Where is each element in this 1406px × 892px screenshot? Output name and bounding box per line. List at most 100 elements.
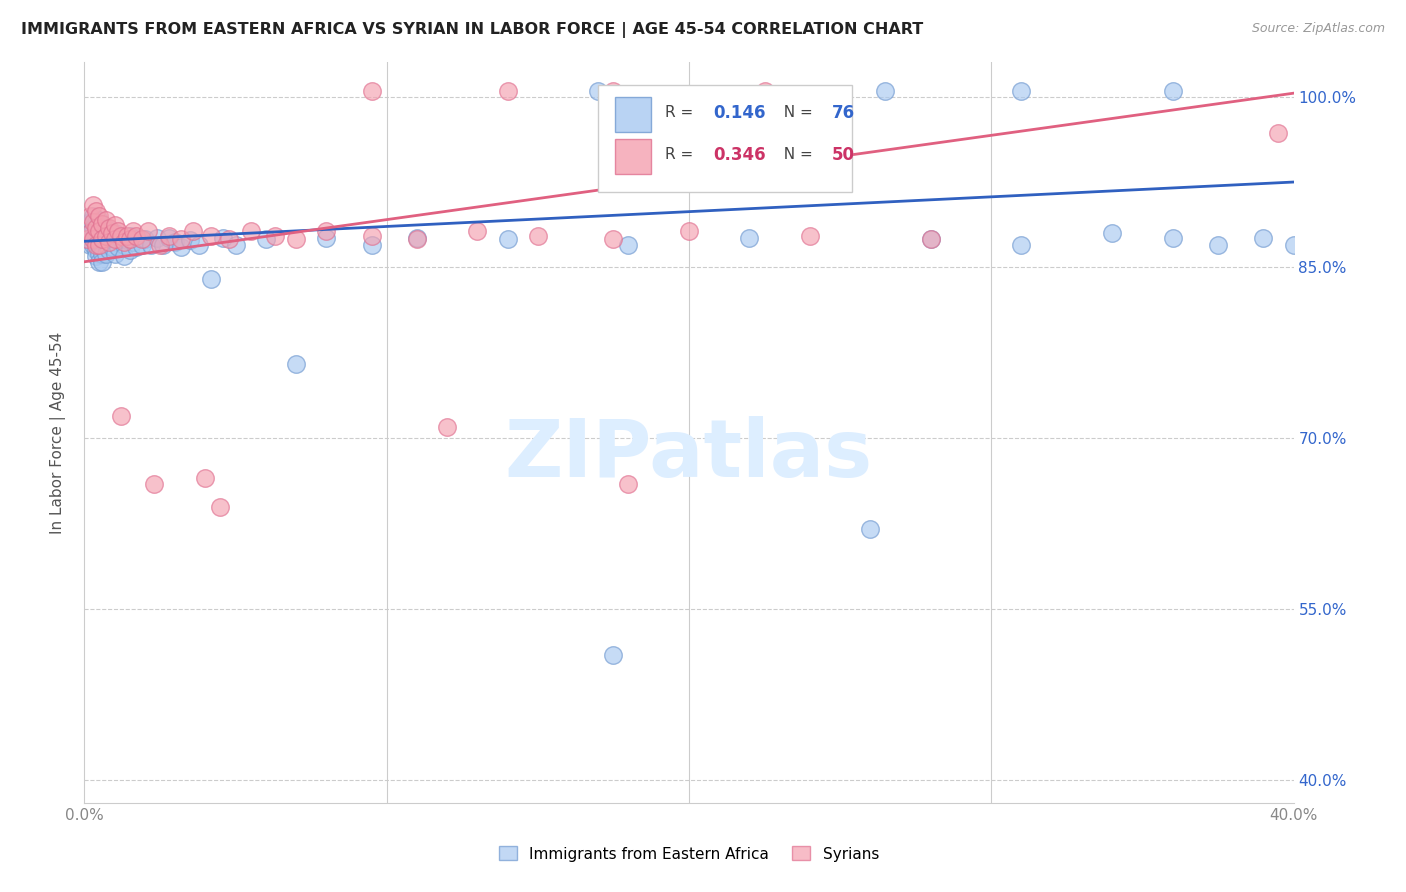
Point: [1101, 227, 1123, 241]
Point: [86, 237, 108, 252]
Point: [89, 224, 111, 238]
Point: [91, 217, 114, 231]
Point: [315, 231, 337, 245]
Point: [79, 215, 101, 229]
Point: [121, 224, 143, 238]
Point: [94, 228, 117, 243]
Point: [89, 212, 111, 227]
Point: [100, 228, 122, 243]
FancyBboxPatch shape: [616, 139, 651, 174]
Point: [118, 228, 141, 243]
Point: [157, 231, 180, 245]
Point: [754, 84, 776, 98]
Point: [89, 237, 111, 252]
Point: [76, 232, 98, 246]
Text: 0.346: 0.346: [713, 146, 766, 164]
Point: [360, 84, 382, 98]
Point: [738, 231, 761, 245]
Point: [91, 247, 114, 261]
Point: [91, 227, 114, 241]
Point: [89, 237, 111, 252]
Text: 76: 76: [831, 103, 855, 122]
Point: [97, 244, 120, 258]
Point: [112, 249, 135, 263]
Point: [181, 224, 204, 238]
Point: [94, 212, 117, 227]
Point: [170, 240, 193, 254]
Point: [285, 357, 308, 371]
Point: [188, 237, 211, 252]
Point: [82, 209, 104, 223]
Point: [94, 220, 117, 235]
Point: [496, 232, 519, 246]
Point: [139, 237, 162, 252]
Point: [82, 220, 104, 235]
Point: [86, 244, 108, 258]
Point: [89, 209, 111, 223]
Point: [254, 232, 277, 246]
Point: [149, 237, 172, 252]
Point: [1206, 237, 1229, 252]
Text: 0.146: 0.146: [713, 103, 766, 122]
Point: [86, 203, 108, 218]
Text: ZIPatlas: ZIPatlas: [505, 416, 873, 494]
Point: [920, 232, 942, 246]
FancyBboxPatch shape: [599, 85, 852, 192]
Point: [82, 232, 104, 246]
Point: [602, 232, 624, 246]
Point: [209, 500, 232, 514]
Point: [125, 228, 148, 243]
Point: [94, 228, 117, 243]
Point: [131, 237, 153, 252]
Point: [86, 220, 108, 235]
Point: [212, 231, 235, 245]
Point: [91, 232, 114, 246]
Point: [107, 224, 129, 238]
Text: R =: R =: [665, 147, 697, 162]
Text: N =: N =: [773, 105, 817, 120]
Point: [82, 198, 104, 212]
Point: [104, 232, 127, 246]
Point: [79, 227, 101, 241]
Point: [602, 648, 624, 662]
Point: [82, 215, 104, 229]
Point: [118, 232, 141, 246]
Point: [1253, 231, 1275, 245]
Point: [97, 235, 120, 250]
Point: [179, 233, 201, 247]
Point: [602, 84, 624, 98]
Point: [89, 254, 111, 268]
Point: [107, 231, 129, 245]
Point: [799, 228, 821, 243]
Point: [112, 235, 135, 250]
Point: [406, 232, 429, 246]
Point: [239, 224, 262, 238]
Point: [118, 244, 141, 258]
Point: [115, 228, 138, 243]
Point: [79, 209, 101, 223]
Point: [79, 237, 101, 252]
Point: [86, 227, 108, 241]
Point: [91, 232, 114, 246]
Point: [94, 247, 117, 261]
Point: [859, 523, 882, 537]
Point: [406, 231, 429, 245]
Point: [165, 235, 187, 250]
Point: [678, 224, 700, 238]
Point: [112, 237, 135, 252]
Point: [107, 240, 129, 254]
Text: Source: ZipAtlas.com: Source: ZipAtlas.com: [1251, 22, 1385, 36]
Point: [104, 247, 127, 261]
Point: [134, 232, 156, 246]
Point: [104, 219, 127, 233]
Point: [91, 217, 114, 231]
Point: [86, 249, 108, 263]
Point: [142, 476, 165, 491]
Point: [76, 232, 98, 246]
Point: [170, 232, 193, 246]
Point: [89, 228, 111, 243]
Point: [146, 231, 169, 245]
Point: [89, 220, 111, 235]
Text: 50: 50: [831, 146, 855, 164]
Point: [1011, 84, 1033, 98]
